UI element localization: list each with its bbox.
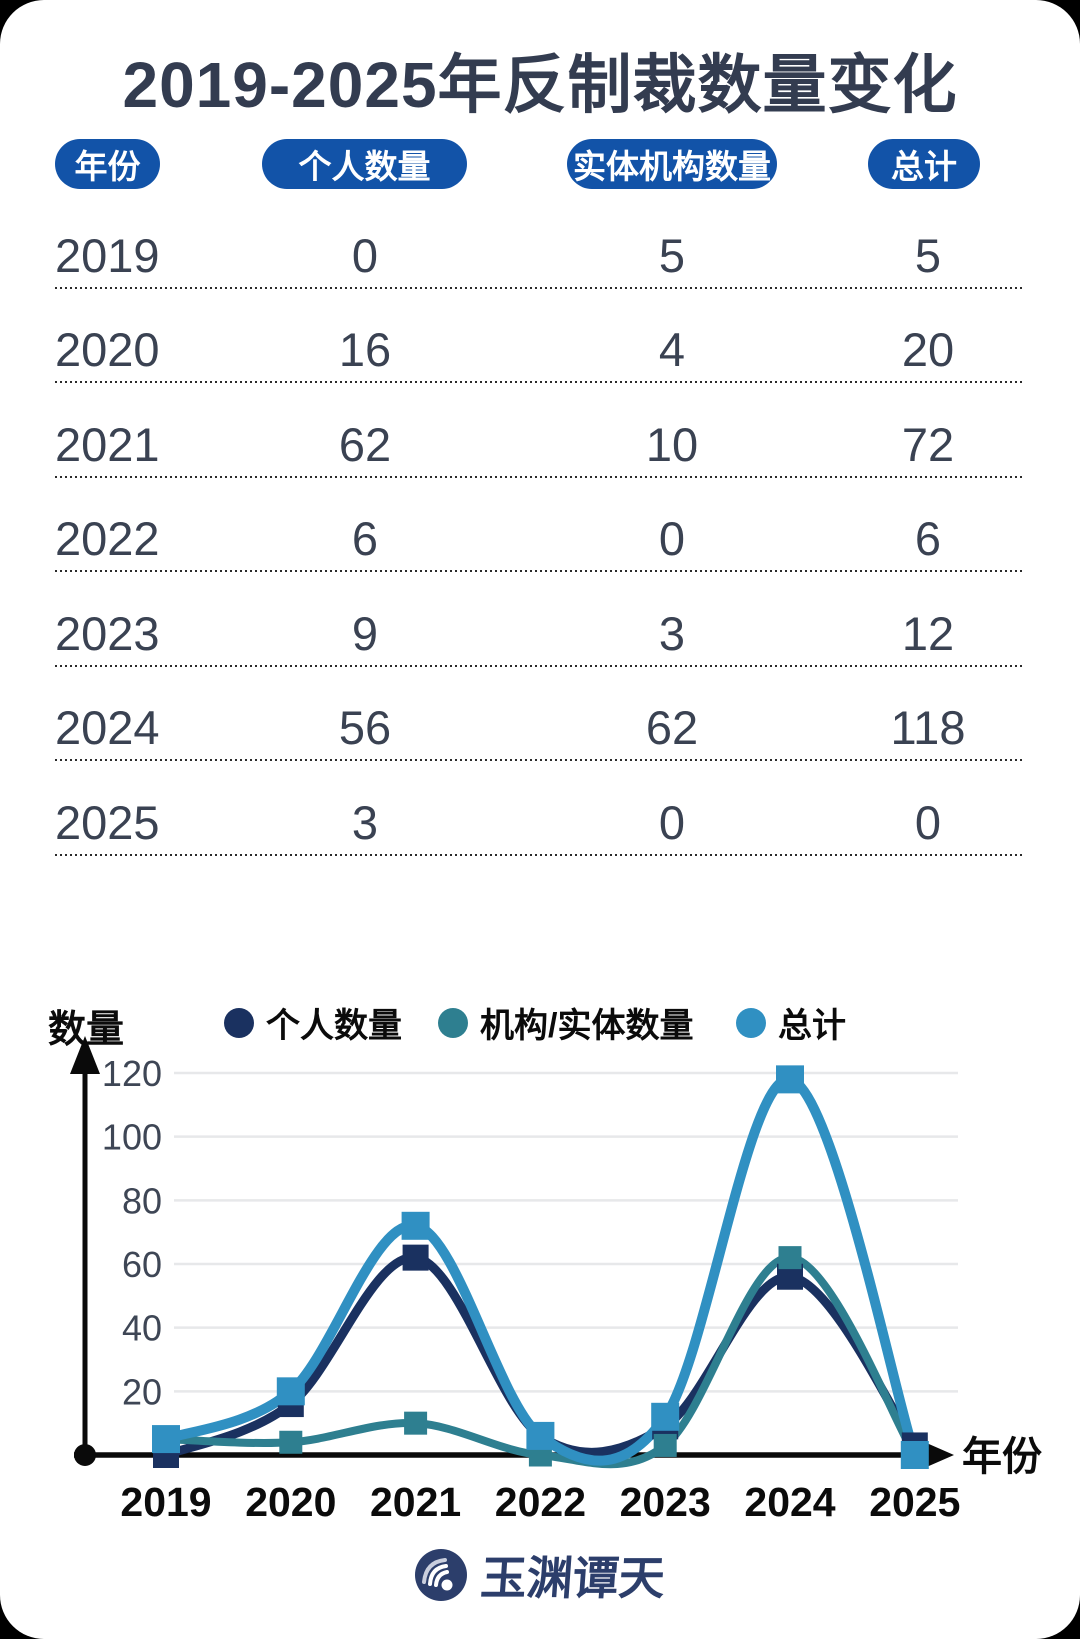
svg-text:100: 100 [102,1117,162,1158]
table-cell-total: 118 [890,701,966,755]
table-cell-individual: 3 [351,795,379,849]
legend-item-individual: 个人数量 [224,998,402,1047]
table-cell-individual: 0 [351,228,379,282]
table-cell-year: 2023 [55,606,160,660]
table-cell-entity: 62 [645,701,699,755]
table-cell-year: 2021 [55,417,160,471]
line-chart: 20 40 60 80 100 120 年份 2019 2020 2021 2022 2023 2024… [70,1036,1042,1525]
legend-label-entity: 机构/实体数量 [480,1007,694,1045]
svg-text:60: 60 [122,1244,162,1285]
table-row: 2020 16 4 20 [55,289,1025,384]
table-cell-year: 2024 [55,701,160,755]
svg-text:120: 120 [102,1053,162,1094]
legend-dot-entity-icon [438,1007,468,1038]
table-cell-year: 2020 [55,323,160,377]
svg-text:年份: 年份 [962,1435,1042,1479]
table-cell-year: 2019 [55,228,160,282]
table-cell-entity: 4 [658,323,686,377]
svg-text:40: 40 [122,1308,162,1349]
table-cell-entity: 3 [658,606,686,660]
legend-item-total: 总计 [736,998,846,1047]
wave-circle-icon [415,1549,467,1601]
table-cell-entity: 5 [658,228,686,282]
legend-dot-total-icon [736,1007,766,1038]
brand-logo: 玉渊谭天 [0,1542,1080,1608]
svg-text:20: 20 [122,1371,162,1412]
table-cell-total: 20 [901,323,955,377]
table-cell-year: 2022 [55,512,160,566]
table-cell-total: 72 [901,417,955,471]
table-row: 2019 0 5 5 [55,194,1025,289]
svg-text:80: 80 [122,1180,162,1221]
table-row: 2022 6 0 6 [55,478,1025,573]
table-cell-total: 6 [914,512,942,566]
table-cell-entity: 0 [658,512,686,566]
svg-text:2024: 2024 [744,1479,835,1525]
brand-logo-text: 玉渊谭天 [478,1551,667,1605]
legend-label-individual: 个人数量 [266,1007,402,1045]
table-row: 2024 56 62 118 [55,667,1025,762]
legend-label-total: 总计 [778,1007,846,1045]
table-cell-individual: 62 [338,417,392,471]
table-row: 2021 62 10 72 [55,383,1025,478]
table-cell-individual: 56 [338,701,392,755]
column-header-total: 总计 [868,139,980,189]
table-cell-total: 5 [914,228,942,282]
svg-text:2021: 2021 [370,1479,461,1525]
table-row: 2025 3 0 0 [55,761,1025,856]
legend-item-entity: 机构/实体数量 [438,998,693,1047]
page-title: 2019-2025年反制裁数量变化 [122,49,958,121]
chart-legend: 数量 个人数量 机构/实体数量 总计 [0,998,1080,1051]
column-header-entity: 实体机构数量 [567,139,777,189]
table-cell-individual: 6 [351,512,379,566]
table-cell-total: 0 [914,795,942,849]
svg-text:2019: 2019 [120,1479,211,1525]
svg-text:2022: 2022 [495,1479,586,1525]
column-header-individual: 个人数量 [262,139,467,189]
table-cell-total: 12 [901,606,955,660]
legend-dot-individual-icon [224,1007,254,1038]
svg-text:2023: 2023 [620,1479,711,1525]
table-cell-entity: 0 [658,795,686,849]
table-cell-individual: 16 [338,323,392,377]
svg-text:2025: 2025 [869,1479,960,1525]
table-cell-entity: 10 [645,417,699,471]
column-header-year: 年份 [55,139,160,189]
svg-text:2020: 2020 [245,1479,336,1525]
data-table: 2019 0 5 5 2020 16 4 20 2021 62 10 72 2022 6 0 6 2023 9 3 1… [55,194,1025,856]
table-row: 2023 9 3 12 [55,572,1025,667]
table-cell-year: 2025 [55,795,160,849]
table-cell-individual: 9 [351,606,379,660]
